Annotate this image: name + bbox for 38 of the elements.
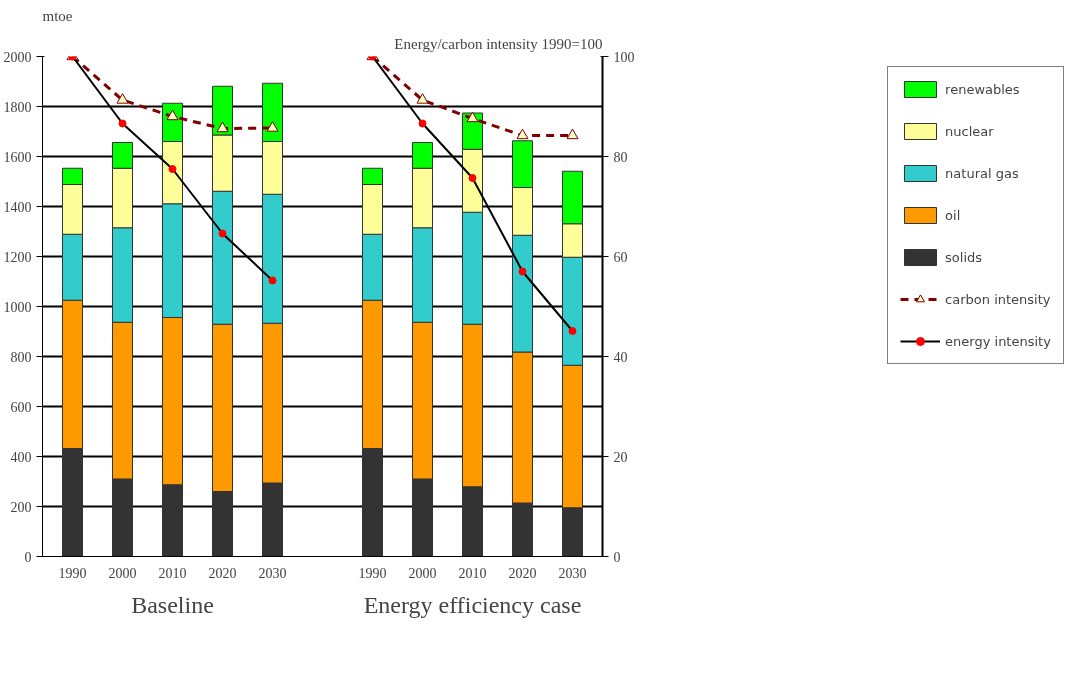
x-tick-label: 2030 (258, 565, 287, 581)
x-tick-label: 2010 (458, 565, 487, 581)
y2-tick-label: 20 (613, 449, 628, 465)
text: Energy efficiency case (363, 591, 582, 618)
x-tick-label: 2010 (158, 565, 187, 581)
y-tick-label: 2000 (3, 49, 32, 65)
legend-label: nuclear (945, 123, 994, 139)
x-tick-label: 2000 (108, 565, 137, 581)
x-tick-label: 1990 (358, 565, 387, 581)
x-tick-label: 2020 (208, 565, 237, 581)
legend-label: energy intensity (945, 333, 1051, 349)
y-tick-label: 1800 (3, 99, 32, 115)
y-tick-label: 1200 (3, 249, 32, 265)
legend-label: renewables (945, 81, 1020, 97)
legend-label: oil (945, 207, 962, 223)
y-tick-label: 600 (10, 399, 32, 415)
y-tick-label: 400 (10, 449, 32, 465)
y2-axis-title: Energy/carbon intensity 1990=100 (394, 35, 603, 52)
y-tick-label: 1400 (3, 199, 32, 215)
y-tick-label: 1000 (3, 299, 32, 315)
y2-tick-label: 60 (613, 249, 628, 265)
y2-tick-label: 80 (613, 149, 628, 165)
y2-tick-label: 100 (613, 49, 635, 65)
x-tick-label: 2000 (408, 565, 437, 581)
y2-tick-label: 40 (613, 349, 628, 365)
text: Baseline (131, 591, 214, 618)
y-tick-label: 1600 (3, 149, 32, 165)
legend-label: carbon intensity (945, 291, 1051, 307)
legend-label: solids (945, 249, 983, 265)
y-axis-title: mtoe (42, 7, 73, 24)
x-tick-label: 2030 (558, 565, 587, 581)
x-tick-label: 1990 (58, 565, 87, 581)
y2-tick-label: 0 (613, 549, 621, 565)
y-tick-label: 200 (10, 499, 32, 515)
x-tick-label: 2020 (508, 565, 537, 581)
y-tick-label: 800 (10, 349, 32, 365)
y-tick-label: 0 (24, 549, 32, 565)
legend-label: natural gas (945, 165, 1019, 181)
